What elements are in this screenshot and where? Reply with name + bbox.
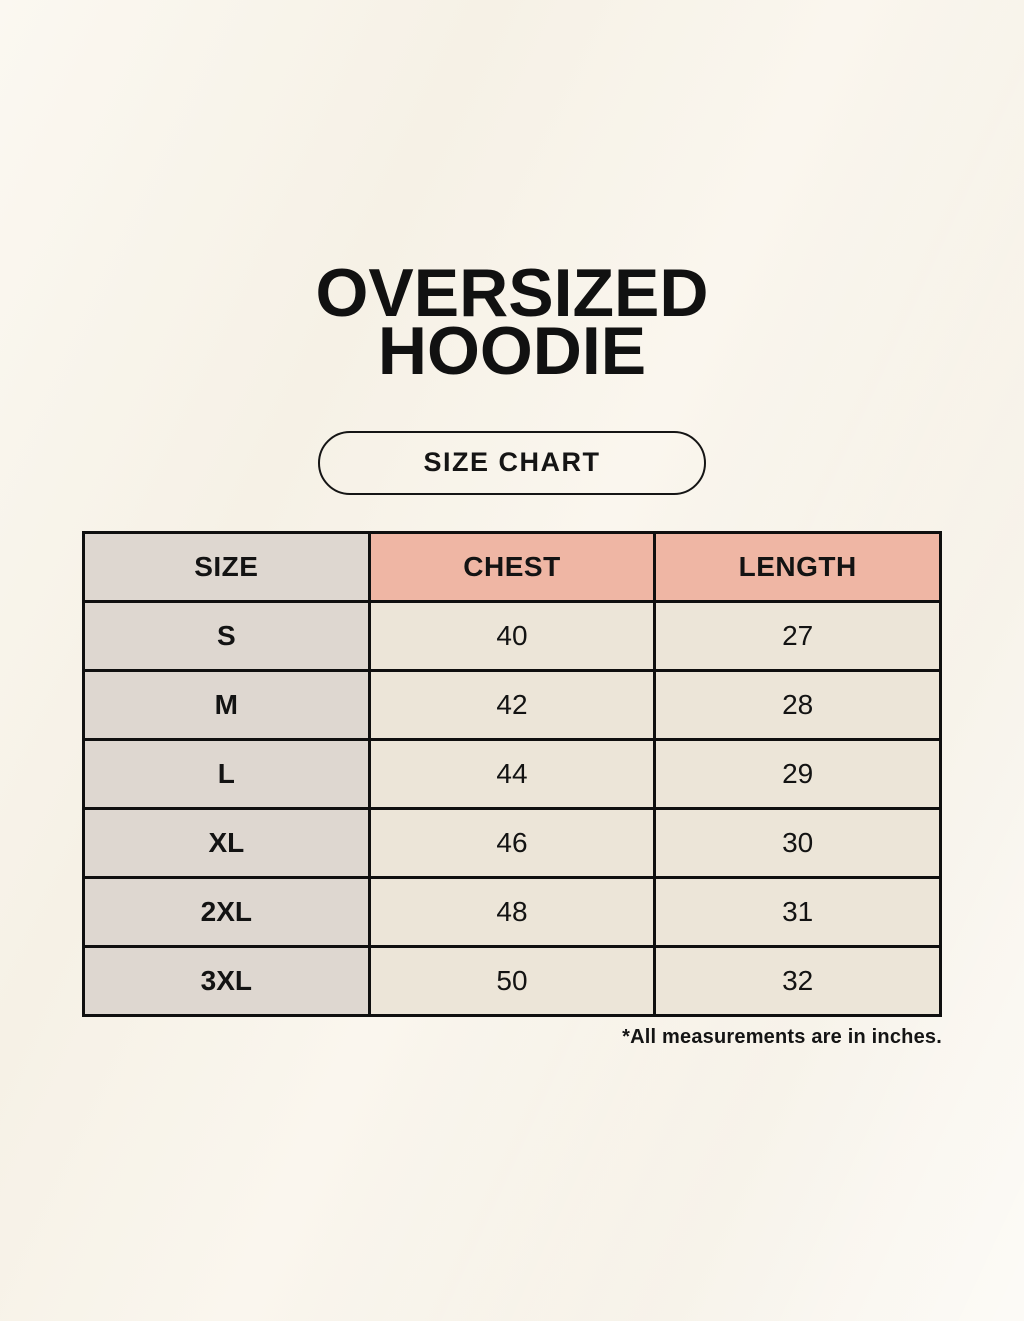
length-cell: 29	[653, 737, 942, 810]
chest-cell: 46	[367, 806, 657, 879]
size-cell: L	[82, 737, 371, 810]
chest-cell: 42	[367, 668, 657, 741]
table-row: L 44 29	[82, 737, 942, 810]
chest-cell: 50	[367, 944, 657, 1017]
size-chart-badge: SIZE CHART	[318, 430, 706, 495]
table-row: 2XL 48 31	[82, 875, 942, 948]
size-chart-table: SIZE CHEST LENGTH S 40 27 M 42 28 L 44 2…	[82, 530, 942, 1017]
page-title-line1: OVERSIZED	[315, 255, 709, 331]
table-row: M 42 28	[82, 668, 942, 741]
length-cell: 28	[653, 668, 942, 741]
table-header-row: SIZE CHEST LENGTH	[82, 530, 942, 603]
table-row: S 40 27	[82, 599, 942, 672]
chest-cell: 40	[367, 599, 657, 672]
column-header-chest: CHEST	[367, 530, 657, 603]
length-cell: 30	[653, 806, 942, 879]
size-chart-badge-label: SIZE CHART	[423, 447, 601, 478]
size-cell: 3XL	[82, 944, 371, 1017]
table-row: 3XL 50 32	[82, 944, 942, 1017]
size-cell: 2XL	[82, 875, 371, 948]
chest-cell: 44	[367, 737, 657, 810]
table-row: XL 46 30	[82, 806, 942, 879]
size-cell: XL	[82, 806, 371, 879]
size-cell: M	[82, 668, 371, 741]
column-header-length: LENGTH	[653, 530, 942, 603]
length-cell: 27	[653, 599, 942, 672]
length-cell: 31	[653, 875, 942, 948]
size-cell: S	[82, 599, 371, 672]
column-header-size: SIZE	[82, 530, 371, 603]
page-title: OVERSIZED HOODIE	[0, 0, 1024, 389]
chest-cell: 48	[367, 875, 657, 948]
length-cell: 32	[653, 944, 942, 1017]
measurements-footnote: *All measurements are in inches.	[622, 1025, 942, 1048]
page-title-line2: HOODIE	[377, 312, 647, 389]
